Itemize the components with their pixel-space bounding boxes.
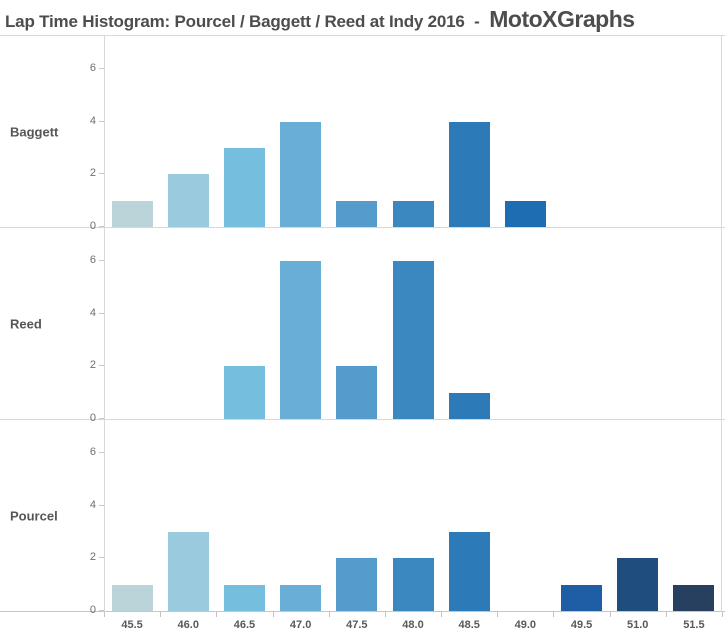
x-tick-mark xyxy=(384,612,386,617)
x-tick-mark xyxy=(160,612,162,617)
bar-baggett-48.5[interactable] xyxy=(448,121,490,227)
bar-reed-46.5[interactable] xyxy=(223,366,265,419)
bar-pourcel-47.0[interactable] xyxy=(280,584,322,611)
bar-pourcel-46.0[interactable] xyxy=(167,532,209,611)
bar-baggett-45.5[interactable] xyxy=(111,200,153,227)
y-tick-label: 4 xyxy=(89,114,96,127)
row-label-baggett: Baggett xyxy=(10,124,59,139)
y-tick-mark xyxy=(99,173,104,175)
bar-pourcel-51.5[interactable] xyxy=(673,584,715,611)
panel-pourcel: Pourcel 0 2 4 6 xyxy=(0,420,725,615)
bar-pourcel-45.5[interactable] xyxy=(111,584,153,611)
y-tick-label: 6 xyxy=(89,61,96,74)
y-tick-mark xyxy=(99,260,104,262)
panel-baggett: Baggett 0 2 4 6 xyxy=(0,36,725,231)
title-bar: Lap Time Histogram: Pourcel / Baggett / … xyxy=(0,0,725,36)
y-tick-mark xyxy=(99,418,104,419)
y-tick-label: 2 xyxy=(89,359,96,372)
title-separator: - xyxy=(464,12,490,31)
y-tick-label: 6 xyxy=(89,253,96,266)
bar-pourcel-48.5[interactable] xyxy=(448,532,490,611)
bar-baggett-48.0[interactable] xyxy=(392,200,434,227)
bar-reed-47.5[interactable] xyxy=(336,366,378,419)
x-tick-mark xyxy=(497,612,499,617)
bar-pourcel-51.0[interactable] xyxy=(617,558,659,611)
bar-baggett-46.5[interactable] xyxy=(223,148,265,227)
y-tick-mark xyxy=(99,365,104,367)
x-tick-mark xyxy=(216,612,218,617)
bar-baggett-47.5[interactable] xyxy=(336,200,378,227)
bar-baggett-46.0[interactable] xyxy=(167,174,209,227)
x-tick-label: 47.0 xyxy=(289,619,312,631)
x-tick-mark xyxy=(272,612,274,617)
y-tick-mark xyxy=(99,312,104,314)
x-tick-mark xyxy=(553,612,555,617)
y-tick-mark xyxy=(99,68,104,70)
bar-pourcel-48.0[interactable] xyxy=(392,558,434,611)
brand-logo-text: MotoXGraphs xyxy=(489,6,635,32)
x-tick-label: 48.0 xyxy=(402,619,424,631)
right-border-line xyxy=(721,36,722,612)
y-tick-label: 2 xyxy=(89,551,96,564)
x-tick-mark xyxy=(441,612,443,617)
x-tick-mark xyxy=(328,612,330,617)
bar-pourcel-47.5[interactable] xyxy=(336,558,378,611)
x-tick-mark xyxy=(722,612,723,617)
histogram-chart: Baggett 0 2 4 6 Reed 0 2 4 6 Pourcel 0 2 4 6 45.5 46.0 46… xyxy=(0,36,725,642)
bar-reed-48.0[interactable] xyxy=(392,261,434,419)
x-tick-label: 48.5 xyxy=(458,619,480,631)
y-tick-mark xyxy=(99,557,104,559)
bar-baggett-47.0[interactable] xyxy=(280,121,322,227)
y-tick-label: 4 xyxy=(89,306,96,319)
bar-reed-47.0[interactable] xyxy=(280,261,322,419)
x-tick-label: 49.0 xyxy=(514,619,537,631)
x-axis: 45.5 46.0 46.5 47.0 47.5 48.0 48.5 49.0 49.5 51.0… xyxy=(0,612,725,642)
bar-baggett-49.0[interactable] xyxy=(504,200,546,227)
bar-pourcel-49.5[interactable] xyxy=(561,584,603,611)
x-tick-label: 46.5 xyxy=(233,619,256,631)
panel-reed: Reed 0 2 4 6 xyxy=(0,228,725,423)
x-tick-label: 51.5 xyxy=(683,619,705,631)
y-axis-line xyxy=(104,36,105,612)
y-tick-label: 0 xyxy=(89,603,96,616)
bar-reed-48.5[interactable] xyxy=(448,392,490,419)
row-label-reed: Reed xyxy=(10,316,42,331)
page-title: Lap Time Histogram: Pourcel / Baggett / … xyxy=(5,12,465,31)
x-tick-label: 45.5 xyxy=(121,619,143,631)
y-tick-label: 6 xyxy=(89,445,96,458)
y-tick-mark xyxy=(99,452,104,454)
y-tick-mark xyxy=(99,226,104,227)
y-tick-mark xyxy=(99,120,104,122)
y-tick-mark xyxy=(99,504,104,506)
bar-pourcel-46.5[interactable] xyxy=(223,584,265,611)
x-tick-mark xyxy=(104,612,105,617)
x-tick-label: 46.0 xyxy=(177,619,199,631)
x-tick-label: 51.0 xyxy=(627,619,649,631)
x-tick-mark xyxy=(609,612,611,617)
x-tick-label: 49.5 xyxy=(570,619,593,631)
x-tick-label: 47.5 xyxy=(346,619,368,631)
y-tick-label: 0 xyxy=(89,411,96,424)
y-tick-label: 4 xyxy=(89,498,96,511)
y-tick-label: 2 xyxy=(89,167,96,180)
y-tick-label: 0 xyxy=(89,219,96,232)
y-tick-mark xyxy=(99,610,104,611)
x-tick-mark xyxy=(665,612,667,617)
row-label-pourcel: Pourcel xyxy=(10,508,58,523)
